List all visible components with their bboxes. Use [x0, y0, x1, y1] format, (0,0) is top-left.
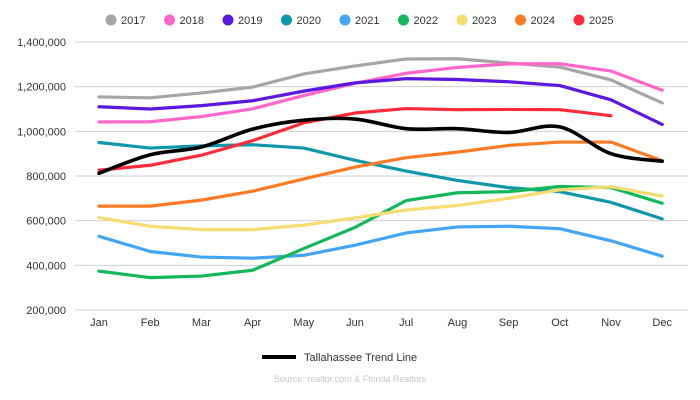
x-tick-label: Oct	[551, 317, 568, 329]
legend-marker-2023	[456, 14, 468, 26]
legend-marker-2024	[515, 14, 526, 26]
legend-marker-2022	[398, 14, 409, 26]
x-tick-label: Mar	[192, 317, 211, 329]
x-tick-label: Jun	[346, 317, 364, 329]
x-tick-label: May	[293, 317, 314, 329]
legend-label-2023: 2023	[472, 15, 496, 27]
series-line-2024	[97, 140, 664, 208]
x-axis-ticks: Jan Feb Mar Apr May Jun Jul Aug Sep Oct Nov Dec	[90, 317, 672, 329]
legend-label-2020: 2020	[297, 15, 321, 27]
legend-marker-2025	[573, 14, 585, 26]
y-tick-label: 1,400,000	[17, 37, 66, 49]
y-tick-label: 400,000	[26, 260, 66, 272]
series-line-2025	[97, 106, 613, 172]
legend-marker-2019	[222, 14, 234, 26]
x-tick-label: Jul	[399, 317, 413, 329]
series-line-2023	[97, 185, 664, 232]
legend-marker-2021	[339, 14, 351, 26]
x-tick-label: Nov	[601, 317, 621, 329]
legend-label-2021: 2021	[355, 15, 379, 27]
x-tick-label: Dec	[652, 317, 672, 329]
x-tick-label: Feb	[141, 317, 160, 329]
x-tick-label: Aug	[448, 317, 468, 329]
y-tick-label: 1,000,000	[17, 126, 66, 138]
legend: 2017 2018 2019 2020 2021 2022 2023 2024 2025	[105, 14, 613, 27]
series-line-2021	[97, 224, 664, 260]
y-axis-ticks: 200,000 400,000 600,000 800,000 1,000,000 1,2…	[17, 37, 66, 317]
gridlines	[75, 41, 688, 311]
y-tick-label: 800,000	[26, 171, 66, 183]
legend-label-2025: 2025	[589, 15, 613, 27]
y-tick-label: 1,200,000	[17, 82, 66, 94]
trend-legend: Tallahassee Trend Line	[262, 352, 417, 364]
legend-label-2017: 2017	[121, 15, 145, 27]
x-tick-label: Sep	[499, 317, 519, 329]
source-note: Source: realtor.com & Florida Realtors	[274, 374, 427, 384]
y-tick-label: 200,000	[26, 305, 66, 317]
legend-label-2024: 2024	[531, 15, 555, 27]
legend-label-2022: 2022	[414, 15, 438, 27]
trend-line	[97, 116, 664, 176]
series-line-2019	[97, 77, 664, 127]
x-tick-label: Apr	[244, 317, 261, 329]
series-line-2017	[97, 57, 664, 105]
x-tick-label: Jan	[90, 317, 108, 329]
y-tick-label: 600,000	[26, 216, 66, 228]
legend-marker-2018	[164, 14, 175, 26]
legend-marker-2017	[105, 14, 117, 26]
legend-label-2018: 2018	[180, 15, 204, 27]
legend-label-2019: 2019	[238, 15, 262, 27]
trend-legend-label: Tallahassee Trend Line	[304, 352, 417, 364]
series-lines	[97, 57, 664, 280]
series-line-2018	[97, 62, 664, 124]
series-line-2020	[97, 140, 664, 221]
legend-marker-2020	[281, 14, 292, 26]
